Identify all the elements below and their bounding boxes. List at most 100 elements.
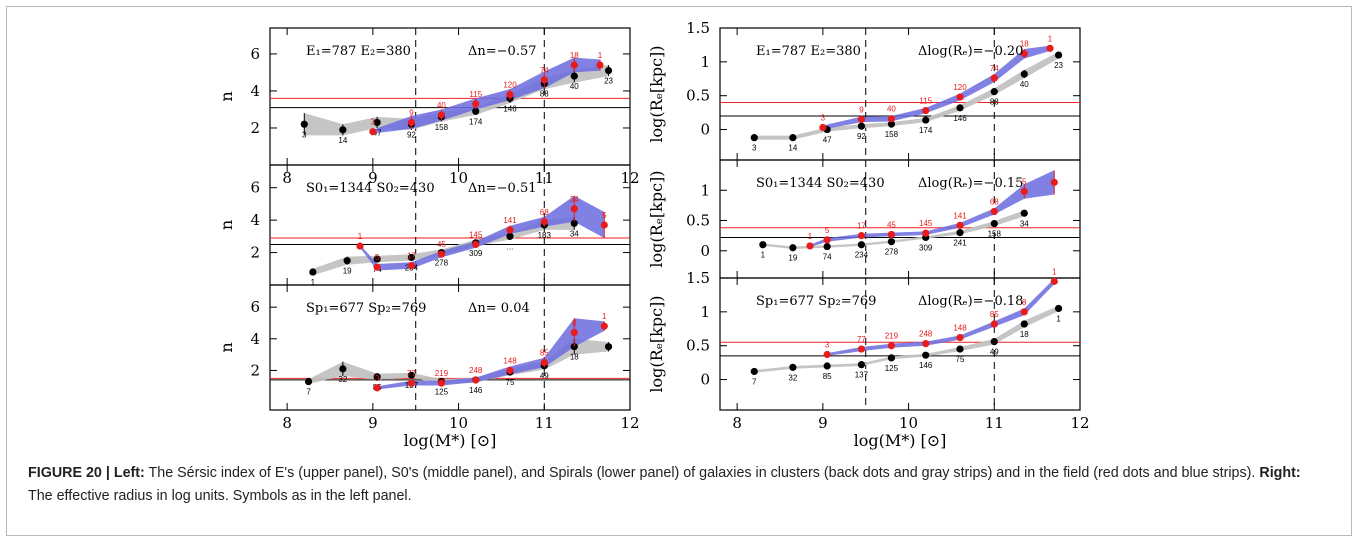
cluster-point [343, 257, 351, 265]
y-tick-label: 2 [250, 244, 260, 262]
cluster-point [990, 338, 998, 346]
cluster-count-label: 74 [823, 253, 832, 262]
field-point [922, 229, 930, 237]
field-point [437, 250, 446, 258]
cluster-point [407, 253, 416, 262]
y-axis-label: n [217, 342, 236, 352]
x-tick-label: 12 [1070, 414, 1089, 432]
field-count-label: 45 [887, 220, 896, 229]
panel-delta-annotation: Δlog(Rₑ)=−0.20 [918, 44, 1023, 59]
cluster-count-label: 75 [956, 355, 965, 364]
panel-counts-annotation: Sp₁=677 Sp₂=769 [756, 294, 876, 309]
field-count-label: 18 [1020, 40, 1029, 49]
field-point [356, 242, 364, 250]
cluster-count-label: 34 [570, 229, 579, 238]
y-tick-label: 1.5 [686, 269, 710, 287]
y-tick-label: 1 [700, 181, 710, 199]
field-count-label: 5 [1022, 177, 1027, 186]
field-point [540, 76, 548, 84]
y-tick-label: 4 [250, 82, 260, 100]
cluster-count-label: 158 [435, 123, 449, 132]
x-axis-label: log(M*) [⊙] [404, 431, 497, 450]
cluster-count-label: 234 [855, 251, 869, 260]
panel-right-2: 1 19 74 234 278 309 241 158 34 1 5 17 45 145 141 68 5 0 0.… [647, 159, 1081, 279]
field-count-label: 120 [503, 81, 517, 90]
cluster-count-label: 23 [1054, 61, 1063, 70]
cluster-count-label: 19 [788, 254, 797, 263]
cluster-count-label: 19 [343, 267, 352, 276]
x-tick-label: 12 [620, 414, 639, 432]
cluster-point [1020, 209, 1028, 217]
field-count-label: 85 [990, 310, 999, 319]
field-point [472, 376, 480, 384]
cluster-count-label: 137 [855, 371, 869, 380]
y-axis-label: n [217, 220, 236, 230]
cluster-point [990, 88, 998, 96]
cluster-strip [754, 51, 1059, 140]
cluster-point [857, 122, 866, 130]
field-count-label: 3 [825, 340, 830, 349]
field-point [857, 232, 866, 240]
figure-caption: FIGURE 20 | Left: The Sérsic index of E'… [28, 462, 1328, 508]
cluster-count-label: 18 [1020, 330, 1029, 339]
cluster-point [922, 351, 930, 359]
field-count-label: 1 [602, 312, 607, 321]
field-point [369, 128, 377, 136]
cluster-count-label: 92 [857, 132, 866, 141]
y-axis-label: log(Rₑ[kpc]) [647, 170, 666, 267]
panel-counts-annotation: S0₁=1344 S0₂=430 [306, 181, 435, 196]
field-point [540, 358, 548, 367]
field-point [506, 366, 514, 375]
field-count-label: 115 [469, 90, 482, 99]
panel-counts-annotation: Sp₁=677 Sp₂=769 [306, 301, 426, 316]
field-point [857, 115, 866, 123]
y-tick-label: 0 [700, 242, 710, 260]
field-point [819, 123, 827, 132]
cluster-count-label: 125 [435, 388, 449, 397]
cluster-point [990, 219, 998, 228]
cluster-count-label: 241 [953, 239, 967, 248]
field-point [570, 61, 578, 69]
field-count-label: 1 [808, 232, 813, 241]
field-point [1050, 178, 1058, 186]
cluster-point [570, 72, 578, 80]
x-axis-label: log(M*) [⊙] [854, 431, 947, 450]
cluster-point [823, 362, 831, 370]
field-count-label: 8 [572, 318, 577, 327]
panel-right-1: 3 14 47 92 158 174 146 88 40 23 3 9 40 115 120 74 18 1 0 0.… [647, 19, 1081, 161]
y-tick-label: 6 [250, 45, 260, 63]
field-count-label: 141 [503, 216, 517, 225]
cluster-count-label: 23 [604, 77, 613, 86]
field-point [570, 328, 578, 337]
cluster-count-label: 278 [885, 248, 899, 257]
cluster-point [759, 241, 767, 249]
cluster-count-label: 49 [990, 348, 999, 357]
cluster-point [1020, 320, 1028, 328]
figure-frame [6, 6, 1352, 536]
field-point [823, 236, 831, 244]
x-tick-label: 9 [368, 169, 378, 187]
cluster-count-label: 183 [538, 231, 552, 240]
cluster-point [922, 116, 930, 124]
field-count-label: 5 [602, 211, 607, 220]
field-point [956, 333, 964, 342]
cluster-point [339, 126, 347, 134]
y-tick-label: 1 [700, 53, 710, 71]
y-tick-label: 6 [250, 298, 260, 316]
y-tick-label: 0.5 [686, 337, 710, 355]
field-count-label: 3 [375, 374, 380, 383]
field-count-label: 74 [990, 64, 999, 73]
cluster-point [373, 255, 381, 263]
cluster-count-label: 88 [540, 90, 549, 99]
field-point [506, 226, 514, 234]
field-point [922, 340, 930, 348]
cluster-count-label: 7 [306, 388, 311, 397]
cluster-strip [754, 305, 1059, 373]
field-count-label: 141 [953, 211, 967, 220]
cluster-point [887, 120, 896, 128]
field-count-label: 145 [919, 219, 933, 228]
cluster-point [604, 343, 613, 351]
y-axis-label: log(Rₑ[kpc]) [647, 45, 666, 142]
field-point [806, 242, 814, 250]
y-tick-label: 4 [250, 330, 260, 348]
